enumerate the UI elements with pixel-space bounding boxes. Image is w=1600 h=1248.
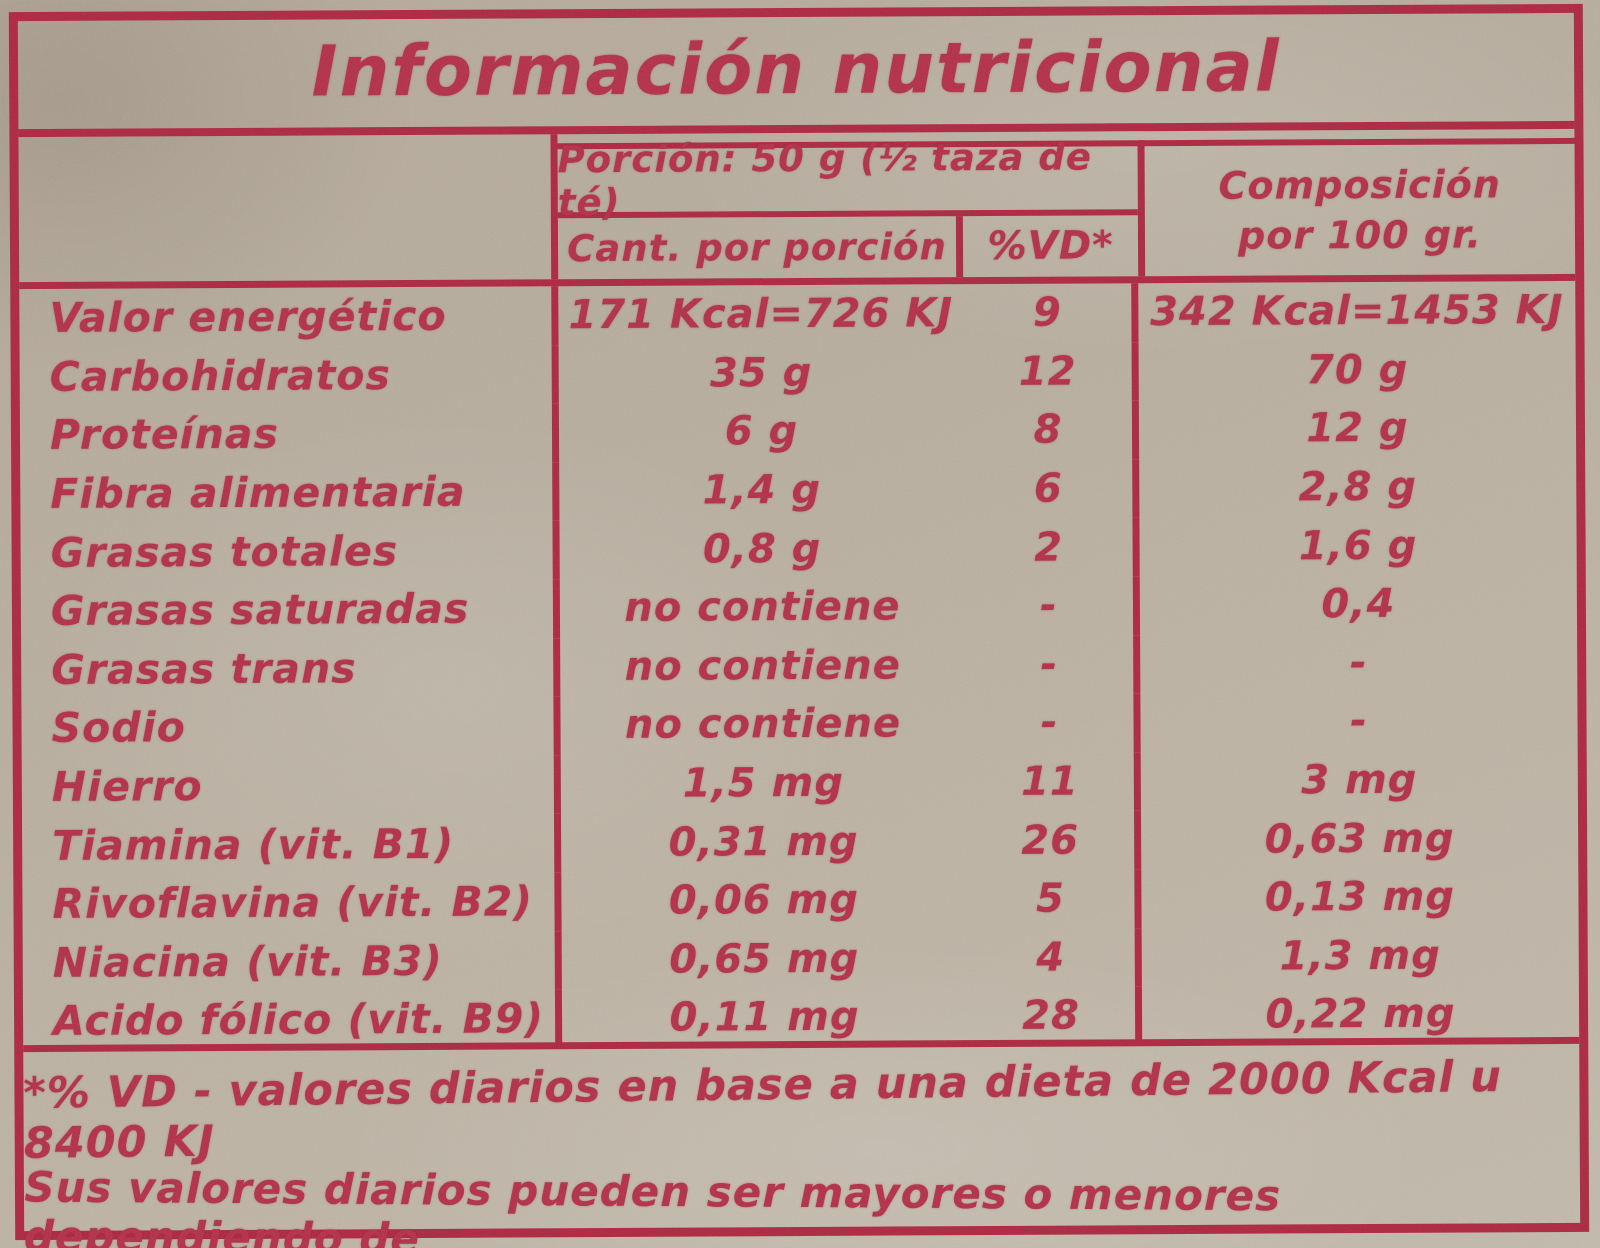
amount-per-portion: 1,5 mg <box>682 759 845 807</box>
percent-daily-value: - <box>964 576 1141 636</box>
composition-per-100g: 0,63 mg <box>1264 815 1455 863</box>
nutrient-name: Carbohidratos <box>19 344 559 407</box>
composition-per-100g: 2,8 g <box>1298 463 1418 511</box>
nutrient-name: Grasas totales <box>20 520 560 583</box>
amount-per-portion: no contiene <box>624 700 902 749</box>
composition-per-100g: - <box>1350 698 1368 745</box>
composition-per-100g: 0,13 mg <box>1264 873 1456 921</box>
footnote-line-1: *% VD - valores diarios en base a una di… <box>23 1052 1503 1169</box>
amount-per-portion: 0,11 mg <box>669 994 860 1042</box>
header-composition-line1: Composición <box>1218 162 1501 208</box>
composition-per-100g: 1,3 mg <box>1279 932 1441 980</box>
nutrient-name: Acido fólico (vit. B9) <box>22 989 563 1051</box>
nutrient-name: Valor energético <box>19 286 559 348</box>
amount-per-portion: no contiene <box>624 642 901 690</box>
percent-daily-value: 9 <box>963 283 1139 343</box>
header-dv-column: %VD* <box>987 223 1114 270</box>
header-portion: Porción: 50 g (½ taza de té) <box>557 135 1138 224</box>
amount-per-portion: 1,4 g <box>702 466 822 514</box>
nutrient-name: Tiamina (vit. B1) <box>22 813 562 876</box>
composition-per-100g: - <box>1349 639 1368 686</box>
nutrient-name: Grasas saturadas <box>20 579 561 641</box>
amount-per-portion: 0,65 mg <box>669 935 860 983</box>
composition-per-100g: 0,22 mg <box>1265 990 1456 1038</box>
amount-per-portion: 35 g <box>709 349 813 397</box>
header-empty-cell <box>18 134 559 283</box>
percent-daily-value: 8 <box>963 400 1140 460</box>
nutrient-name: Rivoflavina (vit. B2) <box>22 872 562 934</box>
percent-daily-value: 28 <box>966 986 1143 1046</box>
footnote-line-2: Sus valores diarios pueden ser mayores o… <box>23 1162 1282 1248</box>
composition-per-100g: 342 Kcal=1453 KJ <box>1150 287 1564 336</box>
header-composition-column: Composición por 100 gr. <box>1137 137 1576 277</box>
amount-per-portion: no contiene <box>624 583 901 632</box>
header-composition-line2: por 100 gr. <box>1237 212 1482 258</box>
percent-daily-value: 2 <box>964 517 1140 578</box>
nutrient-name: Fibra alimentaria <box>20 462 560 524</box>
nutrient-name: Niacina (vit. B3) <box>22 930 562 993</box>
nutrition-label: Información nutricional Porción: 50 g (½… <box>8 3 1590 1248</box>
composition-per-100g: 12 g <box>1306 405 1409 452</box>
composition-per-100g: 70 g <box>1305 346 1409 394</box>
amount-per-portion: 0,31 mg <box>668 818 859 866</box>
percent-daily-value: 6 <box>964 458 1140 519</box>
percent-daily-value: - <box>965 693 1141 753</box>
amount-per-portion: 6 g <box>724 408 799 455</box>
amount-per-portion: 0,06 mg <box>668 876 860 924</box>
nutrient-name: Sodio <box>21 696 561 758</box>
percent-daily-value: 26 <box>965 810 1142 871</box>
nutrient-name: Grasas trans <box>21 637 561 700</box>
percent-daily-value: 5 <box>966 869 1142 929</box>
header-amount-column: Cant. por porción <box>557 216 964 280</box>
composition-per-100g: 1,6 g <box>1298 522 1418 570</box>
percent-daily-value: 4 <box>966 927 1142 988</box>
label-title: Información nutricional <box>17 12 1575 138</box>
table-header: Porción: 50 g (½ taza de té) Composición… <box>18 128 1576 290</box>
amount-per-portion: 171 Kcal=726 KJ <box>568 290 954 339</box>
amount-per-portion: 0,8 g <box>702 525 822 573</box>
percent-daily-value: 11 <box>965 751 1141 812</box>
percent-daily-value: 12 <box>963 341 1139 402</box>
percent-daily-value: - <box>965 634 1141 695</box>
composition-per-100g: 0,4 <box>1321 581 1396 628</box>
nutrient-name: Proteínas <box>19 403 560 465</box>
footnote: *% VD - valores diarios en base a una di… <box>23 1044 1580 1248</box>
nutrient-name: Hierro <box>21 754 561 817</box>
nutrition-table: Valor energético 171 Kcal=726 KJ 9 342 K… <box>19 280 1580 1053</box>
composition-per-100g: 3 mg <box>1301 756 1418 804</box>
